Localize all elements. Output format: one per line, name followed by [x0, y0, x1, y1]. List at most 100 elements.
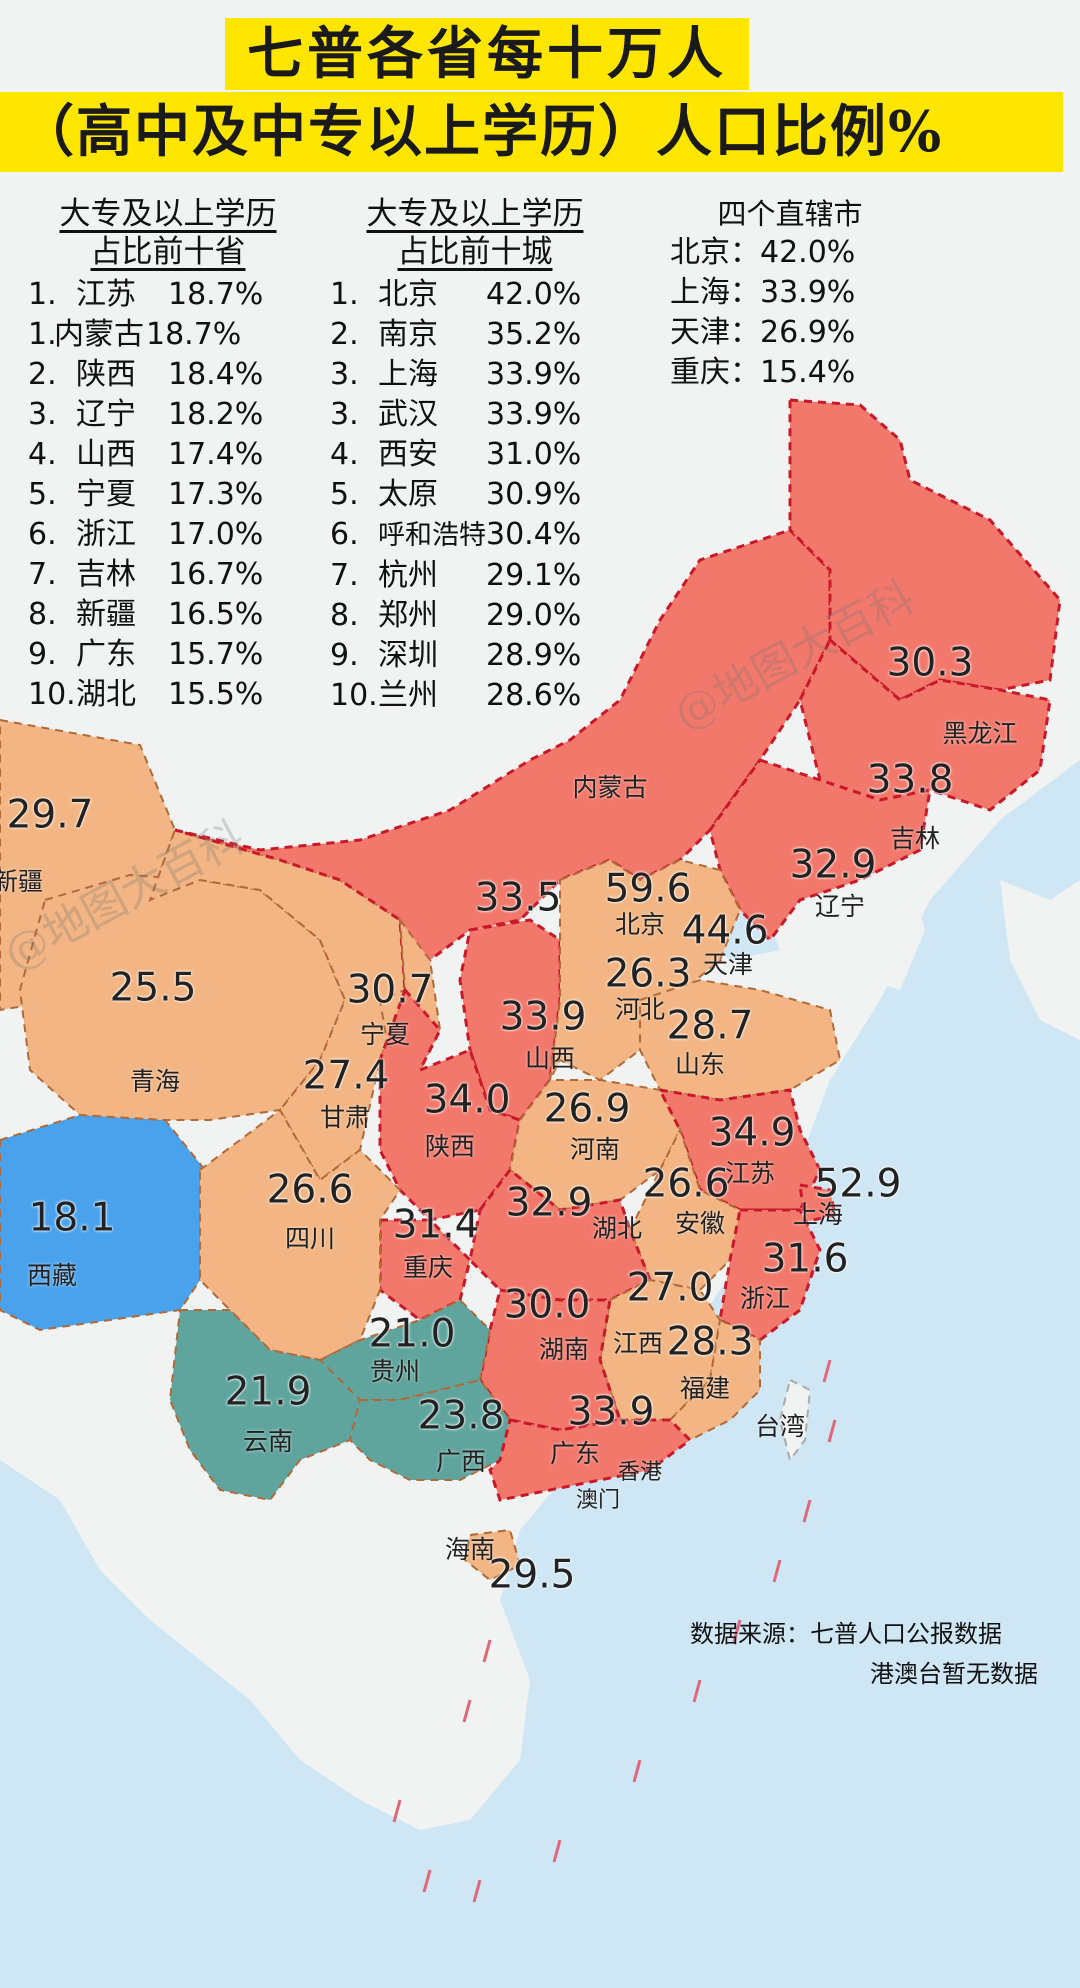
municipality-row: 重庆：15.4%	[670, 355, 856, 390]
province-rank-pct: 15.7%	[168, 637, 264, 672]
city-panel-heading2: 占比前十城	[397, 234, 553, 270]
province-value: 28.3	[666, 1319, 754, 1365]
province-value: 52.9	[814, 1161, 902, 1207]
province-rank-rank: 5.	[28, 477, 57, 512]
city-ranking-panel: 大专及以上学历 占比前十城 1. 北京 42.0% 2. 南京 35.2% 3. 上海 33.9…	[330, 195, 620, 716]
province-name: 重庆	[402, 1253, 454, 1282]
city-rank-rank: 8.	[330, 598, 359, 633]
dash-line-segment	[802, 1499, 812, 1523]
dash-line-segment	[772, 1559, 782, 1583]
province-rank-name: 宁夏	[76, 477, 136, 512]
municipality-list: 北京：42.0% 上海：33.9% 天津：26.9% 重庆：15.4%	[670, 233, 910, 393]
province-name: 山东	[674, 1050, 726, 1079]
city-rank-row: 2. 南京 35.2%	[330, 315, 620, 355]
province-shape	[778, 1378, 812, 1463]
city-rank-pct: 28.9%	[486, 638, 582, 673]
taiwan-label: 台湾	[754, 1412, 806, 1441]
dash-line-segment	[422, 1869, 432, 1893]
province-shape	[798, 637, 1052, 812]
province-rank-row: 1.内蒙古18.7%	[28, 315, 308, 355]
title-line1: 七普各省每十万人	[225, 18, 749, 90]
city-rank-pct: 29.0%	[486, 598, 582, 633]
province-name: 江西	[612, 1329, 664, 1358]
province-rank-name: 江苏	[76, 277, 136, 312]
province-rank-pct: 18.7%	[146, 317, 242, 352]
province-rank-row: 3. 辽宁 18.2%	[28, 395, 308, 435]
province-name: 广西	[435, 1447, 487, 1476]
province-rank-rank: 7.	[28, 557, 57, 592]
city-rank-pct: 33.9%	[486, 397, 582, 432]
province-value: 27.0	[626, 1265, 714, 1311]
province-value: 30.3	[886, 640, 974, 686]
province-rank-row: 10.湖北 15.5%	[28, 675, 308, 715]
city-rank-rank: 5.	[330, 477, 359, 512]
province-value: 18.1	[28, 1195, 116, 1241]
city-rank-pct: 42.0%	[486, 277, 582, 312]
city-rank-name: 西安	[378, 437, 438, 472]
province-rank-name: 山西	[76, 437, 136, 472]
city-rank-name: 武汉	[378, 397, 438, 432]
province-name: 贵州	[369, 1357, 421, 1386]
city-rank-rank: 6.	[330, 517, 359, 552]
province-value: 44.6	[681, 908, 769, 954]
province-shape	[468, 1167, 652, 1302]
province-rank-row: 1. 江苏 18.7%	[28, 275, 308, 315]
municipality-row: 上海：33.9%	[670, 275, 856, 310]
province-name: 黑龙江	[942, 719, 1018, 748]
province-rank-rank: 4.	[28, 437, 57, 472]
province-value: 33.9	[567, 1389, 655, 1435]
province-value: 25.5	[109, 965, 197, 1011]
province-name: 云南	[242, 1427, 294, 1456]
province-name: 浙江	[739, 1284, 791, 1313]
province-name: 河南	[569, 1135, 621, 1164]
province-value: 30.7	[346, 967, 434, 1013]
province-rank-pct: 17.0%	[168, 517, 264, 552]
dash-line-segment	[462, 1699, 472, 1723]
city-rank-row: 8. 郑州 29.0%	[330, 596, 620, 636]
city-rank-pct: 30.4%	[486, 517, 582, 552]
province-value: 21.9	[224, 1369, 312, 1415]
province-rank-pct: 18.7%	[168, 277, 264, 312]
city-rank-rank: 9.	[330, 638, 359, 673]
province-rank-pct: 16.7%	[168, 557, 264, 592]
city-rank-pct: 35.2%	[486, 317, 582, 352]
city-rank-name: 南京	[378, 317, 438, 352]
city-rank-name: 北京	[378, 277, 438, 312]
city-rank-row: 6. 呼和浩特30.4%	[330, 515, 620, 556]
dash-line-segment	[472, 1879, 482, 1903]
province-name: 湖南	[538, 1335, 590, 1364]
province-value: 21.0	[368, 1311, 456, 1357]
province-rank-row: 4. 山西 17.4%	[28, 435, 308, 475]
dash-line-segment	[822, 1359, 832, 1383]
province-shape	[18, 873, 347, 1121]
city-ranking-list: 1. 北京 42.0% 2. 南京 35.2% 3. 上海 33.9% 3. 武汉 33.9% 4. 西安…	[330, 275, 620, 716]
hongkong-label: 香港	[617, 1460, 663, 1485]
province-value: 29.5	[488, 1552, 576, 1598]
province-rank-pct: 17.3%	[168, 477, 264, 512]
province-rank-name: 新疆	[76, 597, 136, 632]
dash-line-segment	[482, 1639, 492, 1663]
province-panel-heading2: 占比前十省	[90, 234, 246, 270]
province-name: 宁夏	[359, 1020, 411, 1049]
province-value: 28.7	[666, 1003, 754, 1049]
city-rank-rank: 2.	[330, 317, 359, 352]
province-name: 北京	[614, 910, 666, 939]
province-shape	[199, 1108, 402, 1362]
province-name: 广东	[549, 1439, 601, 1468]
province-ranking-panel: 大专及以上学历 占比前十省 1. 江苏 18.7% 1.内蒙古18.7% 2. 陕西 18.…	[28, 195, 308, 715]
province-rank-row: 9. 广东 15.7%	[28, 635, 308, 675]
province-name: 甘肃	[319, 1103, 371, 1132]
province-shape	[174, 528, 832, 994]
province-value: 33.5	[474, 875, 562, 921]
city-rank-row: 7. 杭州 29.1%	[330, 556, 620, 596]
province-shape	[718, 1208, 822, 1342]
municipality-panel-heading: 四个直辖市	[717, 197, 863, 231]
province-name: 江苏	[724, 1159, 776, 1188]
province-shape	[488, 1418, 693, 1502]
province-rank-rank: 2.	[28, 357, 57, 392]
dash-line-segment	[692, 1679, 702, 1703]
province-shape	[708, 758, 932, 943]
province-name: 山西	[524, 1044, 576, 1073]
province-value: 33.9	[499, 994, 587, 1040]
